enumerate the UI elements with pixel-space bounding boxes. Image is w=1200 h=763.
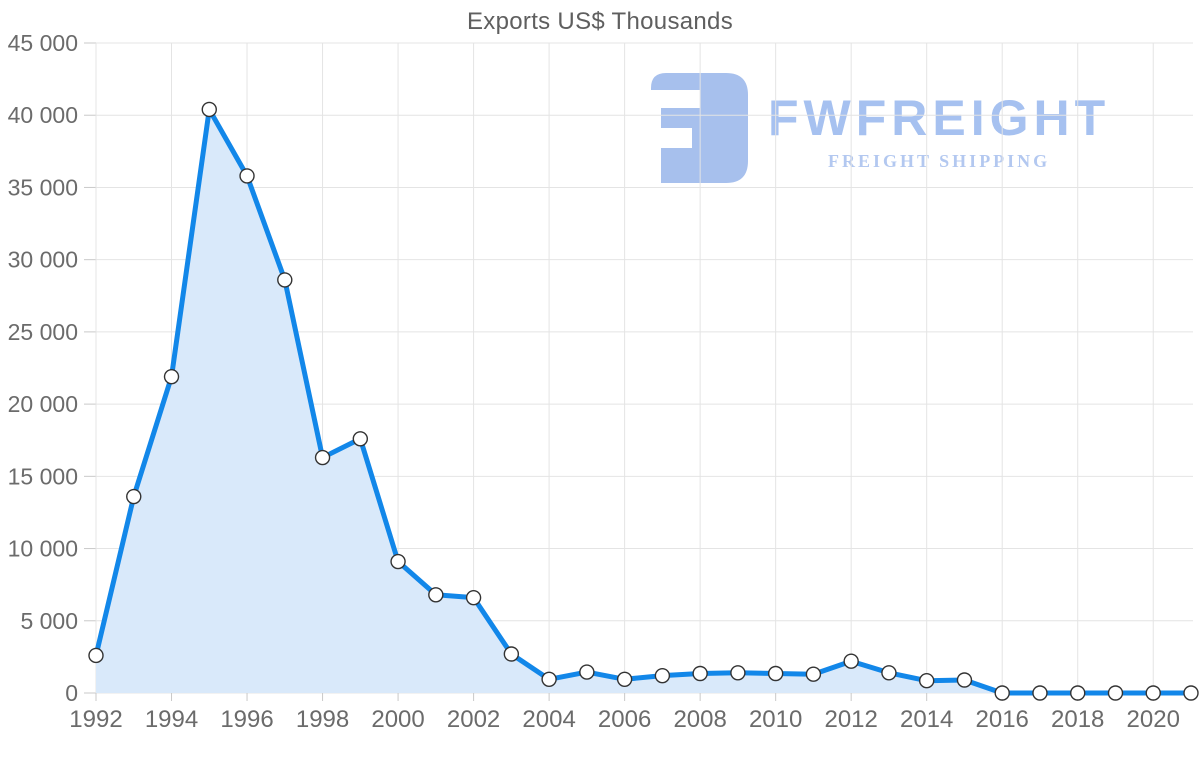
y-tick-label: 45 000 [8, 30, 78, 56]
data-point-marker [1032, 685, 1048, 701]
y-tick-label: 20 000 [8, 391, 78, 417]
data-point-marker [201, 101, 217, 118]
data-point-marker [994, 685, 1010, 701]
data-point-marker [163, 368, 180, 385]
x-tick-label: 2012 [824, 706, 877, 733]
x-tick-label: 2004 [522, 706, 575, 733]
data-point-marker [956, 672, 973, 688]
data-point-marker [1183, 685, 1199, 701]
data-point-marker [503, 646, 520, 662]
logo-tagline: FREIGHT SHIPPING [827, 151, 1051, 171]
y-tick-label: 25 000 [8, 319, 78, 345]
x-tick-label: 1996 [220, 706, 273, 733]
data-point-marker [843, 653, 859, 669]
y-tick-label: 5 000 [20, 608, 78, 634]
area-fill [96, 109, 1191, 693]
data-point-marker [692, 665, 708, 682]
data-point-marker [579, 664, 595, 680]
y-tick-label: 35 000 [8, 174, 78, 200]
x-tick-label: 2010 [749, 706, 802, 733]
data-point-marker [239, 168, 255, 184]
data-point-marker [1145, 685, 1161, 701]
data-point-marker [1070, 685, 1086, 701]
y-tick-label: 0 [65, 680, 78, 706]
data-point-marker [314, 449, 331, 466]
data-point-marker [918, 673, 935, 689]
data-point-marker [654, 667, 671, 684]
data-point-marker [881, 665, 897, 681]
data-point-marker [465, 589, 482, 606]
x-tick-label: 2014 [900, 706, 953, 733]
x-tick-label: 2016 [976, 706, 1029, 733]
x-tick-label: 2006 [598, 706, 651, 733]
x-tick-label: 2002 [447, 706, 500, 733]
data-point-marker [126, 488, 142, 505]
data-point-marker [390, 553, 406, 570]
logo-wordmark: FWFREIGHT [768, 90, 1111, 146]
x-tick-label: 2000 [371, 706, 424, 733]
data-point-marker [767, 665, 784, 682]
logo-text-block: FWFREIGHT FREIGHT SHIPPING [768, 93, 1110, 172]
data-point-marker [805, 666, 822, 682]
x-tick-label: 2020 [1127, 706, 1180, 733]
data-point-marker [541, 671, 557, 687]
x-tick-label: 1992 [69, 706, 122, 733]
y-tick-label: 10 000 [8, 536, 78, 562]
x-tick-label: 1998 [296, 706, 349, 733]
data-point-marker [1107, 685, 1124, 701]
fwfreight-logo-icon [651, 73, 748, 183]
fwfreight-logo: FWFREIGHT FREIGHT SHIPPING [648, 73, 1110, 183]
data-point-marker [616, 671, 633, 687]
y-tick-label: 40 000 [8, 102, 78, 128]
y-tick-label: 15 000 [8, 463, 78, 489]
data-point-marker [277, 272, 293, 288]
data-point-marker [352, 431, 369, 447]
x-tick-label: 1994 [145, 706, 198, 733]
x-tick-label: 2018 [1051, 706, 1104, 733]
x-tick-label: 2008 [673, 706, 726, 733]
data-point-marker [88, 647, 104, 664]
data-point-marker [730, 665, 746, 681]
y-tick-label: 30 000 [8, 247, 78, 273]
chart-title: Exports US$ Thousands [467, 8, 733, 35]
data-point-marker [428, 587, 444, 603]
